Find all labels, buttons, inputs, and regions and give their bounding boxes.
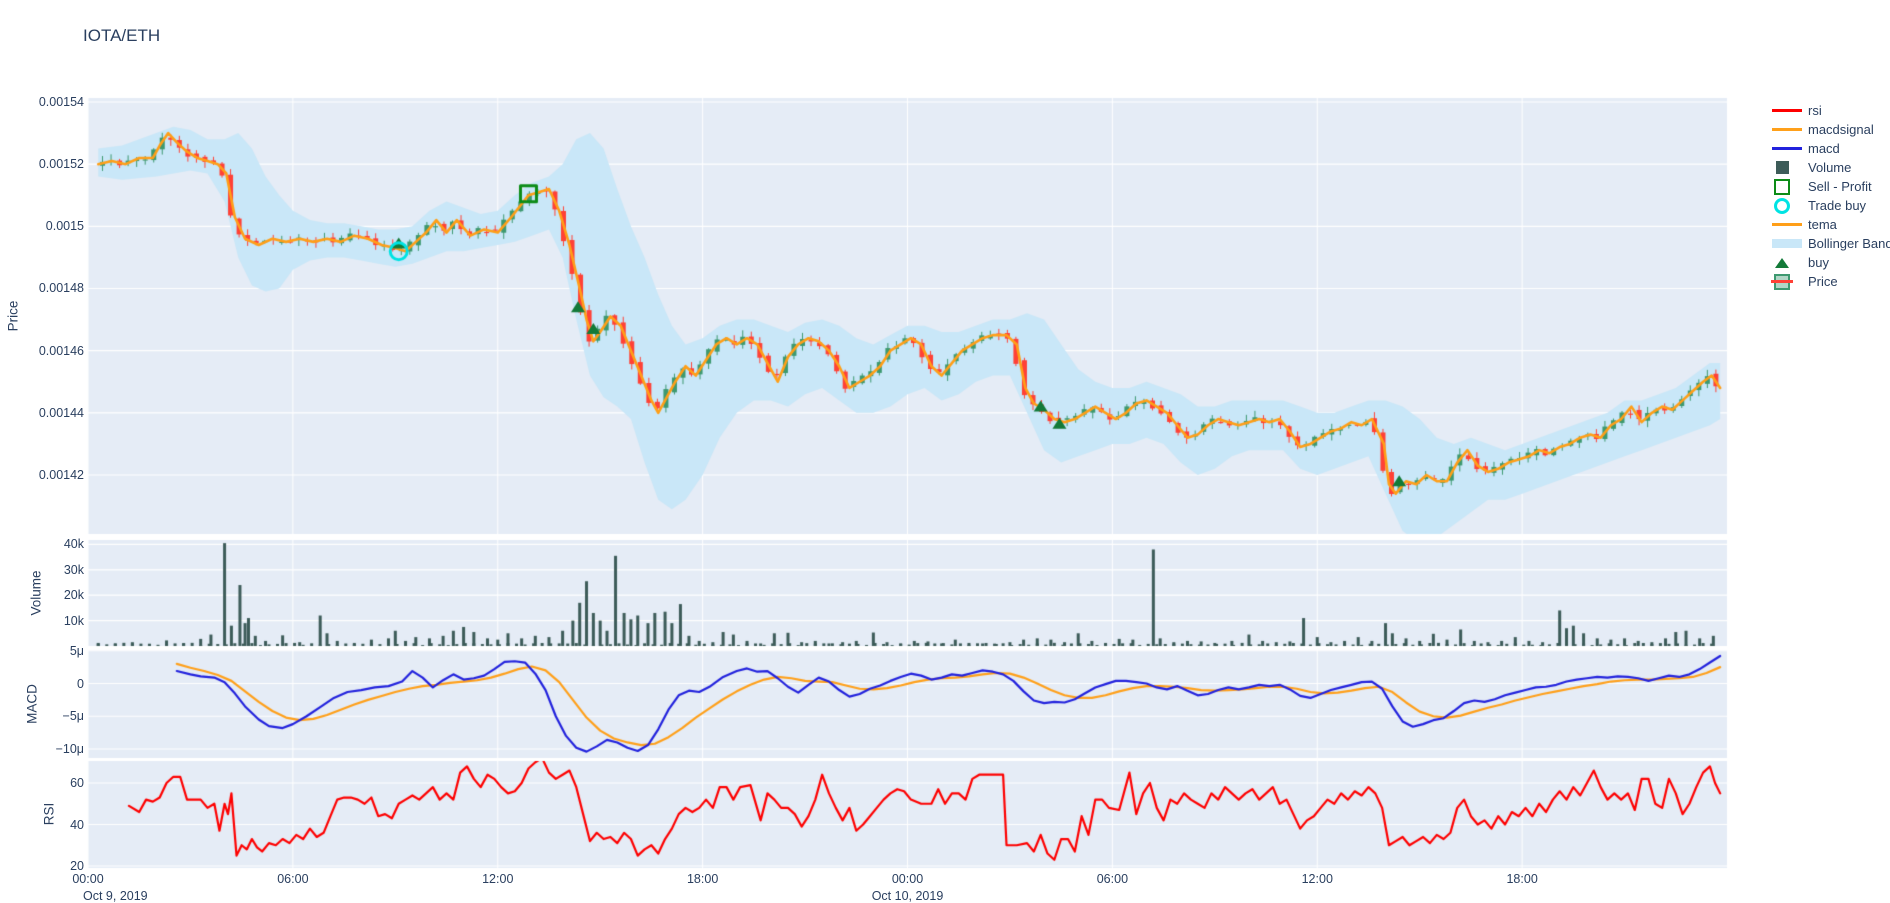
tema-line-icon [1772, 217, 1804, 233]
page-title: IOTA/ETH [83, 26, 161, 45]
legend-item-macdsignal[interactable]: macdsignal [1772, 120, 1888, 139]
legend-item-buy[interactable]: buy [1772, 253, 1888, 272]
legend-item-sell-profit[interactable]: Sell - Profit [1772, 177, 1888, 196]
bollinger-band-icon [1772, 236, 1804, 252]
rsi-axis-title: RSI [41, 802, 57, 826]
price-candle-icon [1771, 273, 1804, 290]
macdsignal-line-icon [1772, 122, 1804, 138]
trade-buy-circle-icon [1772, 197, 1804, 214]
legend-item-rsi[interactable]: rsi [1772, 101, 1888, 120]
legend-item-bollinger-band[interactable]: Bollinger Band [1772, 234, 1890, 253]
legend-item-volume[interactable]: Volume [1772, 158, 1888, 177]
sell-profit-square-icon [1772, 178, 1804, 195]
macd-axis-title: MACD [24, 684, 40, 724]
volume-axis-title: Volume [28, 570, 44, 616]
rsi-line-icon [1772, 103, 1804, 119]
legend-item-tema[interactable]: tema [1772, 215, 1888, 234]
legend-item-price[interactable]: Price [1771, 272, 1888, 291]
buy-triangle-icon [1772, 255, 1804, 271]
price-axis-title: Price [5, 300, 21, 332]
legend-item-trade-buy[interactable]: Trade buy [1772, 196, 1888, 215]
volume-swatch-icon [1772, 160, 1804, 176]
legend: rsi macdsignal macd Volume Sell - Profit… [1771, 101, 1890, 291]
legend-item-macd[interactable]: macd [1772, 139, 1888, 158]
macd-line-icon [1772, 141, 1804, 157]
